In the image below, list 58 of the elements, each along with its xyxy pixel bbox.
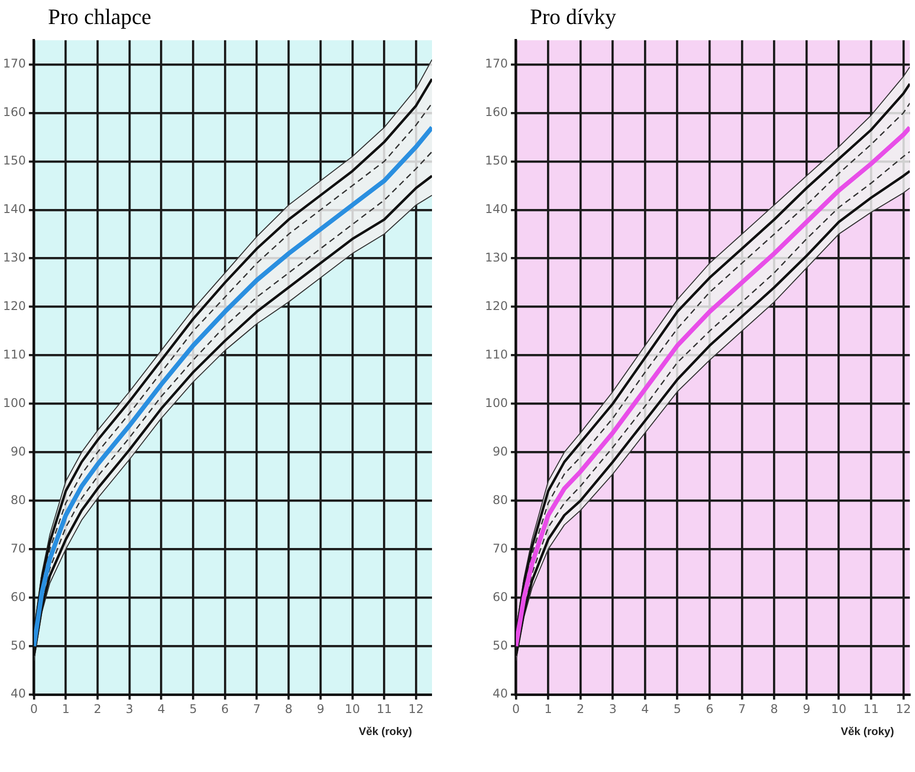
x-tick-label: 6 bbox=[706, 702, 714, 716]
y-tick-label: 110 bbox=[3, 347, 26, 362]
y-tick-label: 90 bbox=[492, 444, 508, 458]
chart-title: Pro dívky bbox=[530, 3, 618, 30]
y-tick-label: 160 bbox=[485, 105, 508, 120]
x-tick-label: 5 bbox=[674, 702, 682, 716]
y-tick-label: 160 bbox=[3, 105, 26, 120]
x-tick-label: 9 bbox=[802, 702, 810, 716]
y-tick-label: 130 bbox=[485, 250, 508, 264]
x-tick-label: 3 bbox=[126, 702, 134, 716]
x-tick-label: 10 bbox=[831, 702, 846, 716]
x-axis-title: Věk (roky) bbox=[840, 726, 894, 738]
x-tick-label: 1 bbox=[544, 702, 552, 716]
x-tick-label: 4 bbox=[641, 702, 649, 716]
y-tick-label: 100 bbox=[3, 396, 26, 410]
y-tick-label: 120 bbox=[3, 298, 26, 313]
y-tick-label: 140 bbox=[485, 202, 508, 216]
y-tick-label: 50 bbox=[10, 638, 26, 652]
y-tick-label: 90 bbox=[10, 444, 26, 458]
x-tick-label: 10 bbox=[344, 702, 360, 716]
y-tick-label: 40 bbox=[492, 686, 508, 701]
x-tick-label: 11 bbox=[376, 702, 392, 716]
y-tick-label: 100 bbox=[485, 396, 508, 410]
x-tick-label: 7 bbox=[738, 702, 746, 716]
y-tick-label: 110 bbox=[485, 347, 508, 362]
y-tick-label: 130 bbox=[3, 250, 26, 264]
x-tick-label: 2 bbox=[94, 702, 102, 716]
y-tick-label: 170 bbox=[3, 56, 26, 71]
x-tick-label: 12 bbox=[896, 702, 912, 716]
y-tick-label: 170 bbox=[485, 56, 508, 71]
x-tick-label: 1 bbox=[62, 702, 70, 716]
x-tick-label: 8 bbox=[770, 702, 778, 716]
x-tick-label: 4 bbox=[157, 702, 166, 716]
y-tick-label: 150 bbox=[3, 154, 26, 168]
y-tick-label: 50 bbox=[492, 638, 508, 652]
y-tick-label: 80 bbox=[492, 492, 508, 507]
y-tick-label: 60 bbox=[10, 590, 26, 604]
y-tick-label: 60 bbox=[492, 590, 508, 604]
x-tick-label: 6 bbox=[221, 702, 229, 716]
y-tick-label: 70 bbox=[10, 541, 26, 556]
x-tick-label: 2 bbox=[576, 702, 584, 716]
x-tick-label: 3 bbox=[608, 702, 617, 716]
x-tick-label: 8 bbox=[284, 702, 293, 716]
y-tick-label: 80 bbox=[10, 492, 26, 507]
x-tick-label: 11 bbox=[863, 702, 879, 716]
y-tick-label: 140 bbox=[3, 202, 26, 216]
chart-title: Pro chlapce bbox=[48, 3, 152, 30]
y-tick-label: 120 bbox=[485, 298, 508, 313]
x-tick-label: 9 bbox=[316, 702, 324, 716]
x-tick-label: 12 bbox=[408, 702, 424, 716]
y-tick-label: 150 bbox=[485, 154, 508, 168]
y-tick-label: 70 bbox=[492, 541, 508, 556]
x-tick-label: 5 bbox=[189, 702, 197, 716]
x-tick-label: 0 bbox=[512, 702, 520, 716]
x-tick-label: 7 bbox=[253, 702, 261, 716]
x-tick-label: 0 bbox=[30, 702, 38, 716]
x-axis-title: Věk (roky) bbox=[358, 726, 412, 738]
y-tick-label: 40 bbox=[10, 686, 26, 701]
